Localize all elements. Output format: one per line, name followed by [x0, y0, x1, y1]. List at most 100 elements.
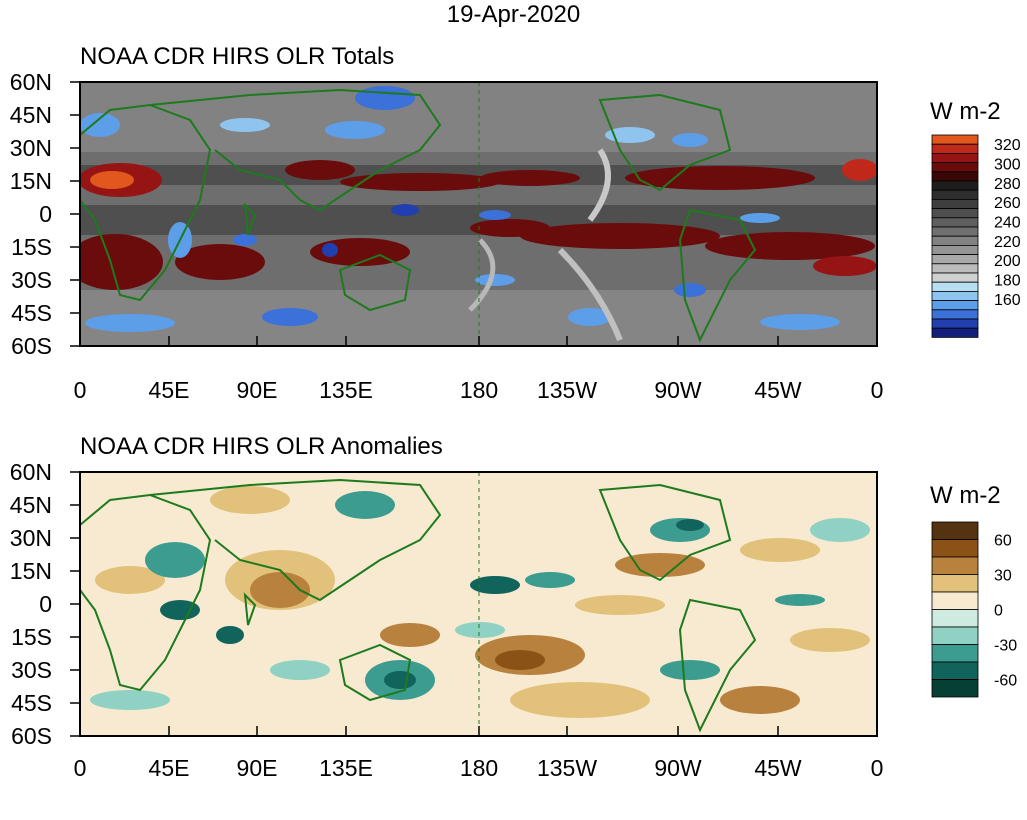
- y-tick-label: 30S: [11, 267, 52, 293]
- y-tick-label: 15N: [10, 168, 52, 194]
- x-tick-label: 135E: [319, 755, 373, 781]
- olr-anomalies-x-ticks: 0 45E 90E 135E 180 135W 90W 45W 0: [74, 755, 884, 781]
- olr-anomalies-field: [80, 472, 877, 736]
- x-tick-label: 45E: [149, 377, 190, 403]
- x-tick-label: 90W: [654, 755, 702, 781]
- colorbar-label: 320: [994, 137, 1020, 154]
- colorbar-swatch: [931, 198, 979, 209]
- y-tick-label: 15N: [10, 558, 52, 584]
- olr-anomalies-panel: NOAA CDR HIRS OLR Anomalies: [0, 430, 1027, 820]
- colorbar-swatch: [931, 244, 979, 255]
- colorbar-label: 300: [994, 157, 1020, 174]
- colorbar-swatch: [931, 679, 979, 698]
- colorbar-swatch: [931, 272, 979, 283]
- colorbar-label: 180: [994, 272, 1020, 289]
- colorbar-label: 260: [994, 195, 1020, 212]
- colorbar-swatch: [931, 309, 979, 320]
- colorbar-swatch: [931, 263, 979, 274]
- colorbar-swatch: [931, 134, 979, 145]
- x-tick-label: 180: [460, 377, 498, 403]
- olr-anomalies-units: W m-2: [930, 482, 1001, 509]
- colorbar-swatch: [931, 574, 979, 593]
- colorbar-swatch: [931, 180, 979, 191]
- y-tick-label: 60N: [10, 69, 52, 95]
- x-tick-label: 45E: [149, 755, 190, 781]
- colorbar-swatch: [931, 153, 979, 164]
- colorbar-label: 240: [994, 214, 1020, 231]
- y-tick-label: 15S: [11, 624, 52, 650]
- colorbar-label: -30: [994, 638, 1017, 655]
- colorbar-swatch: [931, 217, 979, 228]
- y-tick-label: 0: [39, 201, 52, 227]
- x-tick-label: 0: [871, 377, 884, 403]
- colorbar-swatch: [931, 208, 979, 219]
- x-tick-label: 90W: [654, 377, 702, 403]
- x-tick-label: 0: [74, 755, 87, 781]
- colorbar-swatch: [931, 300, 979, 311]
- olr-totals-colorbar: 320 300 280 260 240 220 200 180 160: [931, 134, 1020, 338]
- colorbar-label: -60: [994, 673, 1017, 690]
- coastlines: [80, 478, 757, 733]
- x-tick-label: 135W: [537, 755, 597, 781]
- olr-anomalies-y-ticks: 60N 45N 30N 15N 0 15S 30S 45S 60S: [10, 459, 52, 749]
- colorbar-swatch: [931, 609, 979, 628]
- olr-totals-title: NOAA CDR HIRS OLR Totals: [80, 43, 395, 70]
- y-tick-label: 30N: [10, 525, 52, 551]
- colorbar-label: 220: [994, 234, 1020, 251]
- olr-totals-field: [80, 82, 877, 346]
- y-tick-label: 60S: [11, 333, 52, 359]
- colorbar-swatch: [931, 226, 979, 237]
- colorbar-swatch: [931, 556, 979, 575]
- colorbar-swatch: [931, 254, 979, 265]
- x-tick-label: 90E: [237, 377, 278, 403]
- colorbar-swatch: [931, 327, 979, 338]
- colorbar-label: 280: [994, 176, 1020, 193]
- olr-anomalies-title: NOAA CDR HIRS OLR Anomalies: [80, 433, 443, 460]
- y-tick-label: 0: [39, 591, 52, 617]
- x-tick-label: 45W: [754, 755, 802, 781]
- olr-totals-y-ticks: 60N 45N 30N 15N 0 15S 30S 45S 60S: [10, 69, 52, 359]
- colorbar-swatch: [931, 644, 979, 663]
- colorbar-label: 60: [994, 533, 1012, 550]
- x-tick-label: 90E: [237, 755, 278, 781]
- x-tick-label: 135W: [537, 377, 597, 403]
- colorbar-swatch: [931, 318, 979, 329]
- colorbar-swatch: [931, 281, 979, 292]
- y-tick-label: 60S: [11, 723, 52, 749]
- olr-totals-units: W m-2: [930, 98, 1001, 125]
- coastlines: [80, 88, 757, 343]
- y-tick-label: 60N: [10, 459, 52, 485]
- y-tick-label: 15S: [11, 234, 52, 260]
- colorbar-swatch: [931, 539, 979, 558]
- colorbar-swatch: [931, 162, 979, 173]
- page-title: 19-Apr-2020: [446, 1, 581, 28]
- colorbar-swatch: [931, 661, 979, 680]
- colorbar-swatch: [931, 626, 979, 645]
- x-tick-label: 45W: [754, 377, 802, 403]
- x-tick-label: 0: [74, 377, 87, 403]
- y-tick-label: 45S: [11, 300, 52, 326]
- colorbar-swatch: [931, 290, 979, 301]
- x-tick-label: 0: [871, 755, 884, 781]
- y-tick-label: 30N: [10, 135, 52, 161]
- colorbar-swatch: [931, 143, 979, 154]
- olr-totals-panel: NOAA CDR HIRS OLR Totals: [0, 40, 1027, 430]
- olr-totals-x-ticks: 0 45E 90E 135E 180 135W 90W 45W 0: [74, 377, 884, 403]
- colorbar-swatch: [931, 521, 979, 540]
- y-tick-label: 45N: [10, 102, 52, 128]
- olr-totals-map: 60N 45N 30N 15N 0 15S 30S 45S 60S 0 45E …: [10, 69, 884, 403]
- colorbar-swatch: [931, 171, 979, 182]
- olr-anomalies-colorbar: 60 30 0 -30 -60: [931, 521, 1017, 698]
- x-tick-label: 135E: [319, 377, 373, 403]
- x-tick-label: 180: [460, 755, 498, 781]
- y-tick-label: 30S: [11, 657, 52, 683]
- olr-anomalies-map: 60N 45N 30N 15N 0 15S 30S 45S 60S 0 45E …: [10, 459, 884, 781]
- colorbar-label: 30: [994, 568, 1012, 585]
- y-tick-label: 45N: [10, 492, 52, 518]
- colorbar-swatch: [931, 189, 979, 200]
- y-tick-label: 45S: [11, 690, 52, 716]
- colorbar-swatch: [931, 235, 979, 246]
- colorbar-label: 160: [994, 292, 1020, 309]
- colorbar-label: 0: [994, 603, 1003, 620]
- colorbar-swatch: [931, 591, 979, 610]
